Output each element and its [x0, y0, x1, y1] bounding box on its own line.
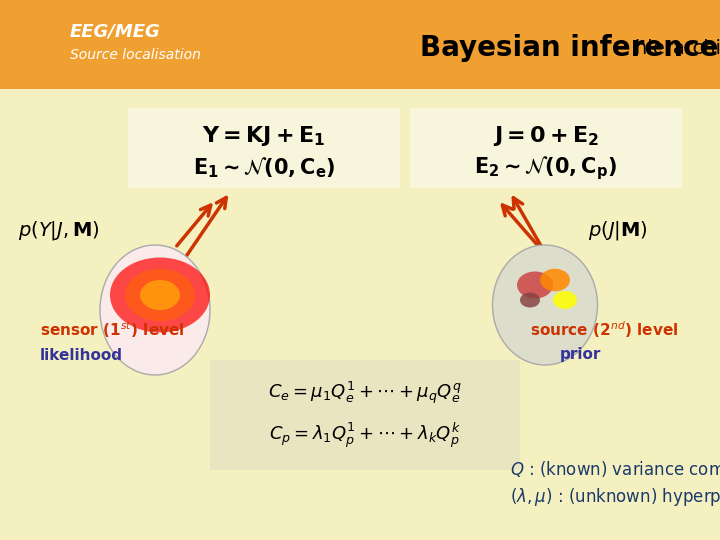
Ellipse shape: [140, 280, 180, 310]
Text: $(\lambda, \mu)$ : (unknown) hyperparameters: $(\lambda, \mu)$ : (unknown) hyperparame…: [510, 486, 720, 508]
Ellipse shape: [553, 291, 577, 309]
Ellipse shape: [492, 245, 598, 365]
Text: $C_e = \mu_1 Q_e^1 + \cdots + \mu_q Q_e^q$: $C_e = \mu_1 Q_e^1 + \cdots + \mu_q Q_e^…: [268, 380, 462, 406]
Bar: [210, 360, 520, 470]
Ellipse shape: [110, 258, 210, 333]
Ellipse shape: [540, 269, 570, 291]
Text: $\mathbf{E_1 \sim \mathcal{N}(0, C_e)}$: $\mathbf{E_1 \sim \mathcal{N}(0, C_e)}$: [193, 156, 336, 180]
Text: hierarchical linear model: hierarchical linear model: [635, 38, 720, 57]
Text: $\mathbf{E_2 \sim \mathcal{N}(0, C_p)}$: $\mathbf{E_2 \sim \mathcal{N}(0, C_p)}$: [474, 154, 618, 182]
Bar: [0, 0, 720, 89]
Text: likelihood: likelihood: [40, 348, 123, 362]
Text: sensor (1$^{st}$) level: sensor (1$^{st}$) level: [40, 320, 184, 340]
Text: $p(J|\mathbf{M})$: $p(J|\mathbf{M})$: [588, 219, 648, 241]
Text: source (2$^{nd}$) level: source (2$^{nd}$) level: [530, 320, 678, 340]
Text: EEG/MEG: EEG/MEG: [70, 23, 161, 41]
Bar: [128, 108, 400, 188]
Ellipse shape: [125, 269, 195, 321]
Text: $p(Y|J,\mathbf{M})$: $p(Y|J,\mathbf{M})$: [18, 219, 99, 241]
Text: $C_p = \lambda_1 Q_p^1 + \cdots + \lambda_k Q_p^k$: $C_p = \lambda_1 Q_p^1 + \cdots + \lambd…: [269, 420, 461, 450]
Text: Source localisation: Source localisation: [70, 48, 201, 62]
Text: prior: prior: [560, 348, 601, 362]
Text: $\mathbf{J = 0 + E_2}$: $\mathbf{J = 0 + E_2}$: [492, 124, 599, 148]
Ellipse shape: [517, 272, 553, 299]
Bar: [410, 108, 682, 188]
Text: Bayesian inference:: Bayesian inference:: [420, 34, 720, 62]
Text: $Q$ : (known) variance components: $Q$ : (known) variance components: [510, 459, 720, 481]
Bar: [0, 0, 145, 89]
Ellipse shape: [100, 245, 210, 375]
Ellipse shape: [520, 293, 540, 307]
Text: $\mathbf{Y = KJ + E_1}$: $\mathbf{Y = KJ + E_1}$: [202, 124, 325, 148]
